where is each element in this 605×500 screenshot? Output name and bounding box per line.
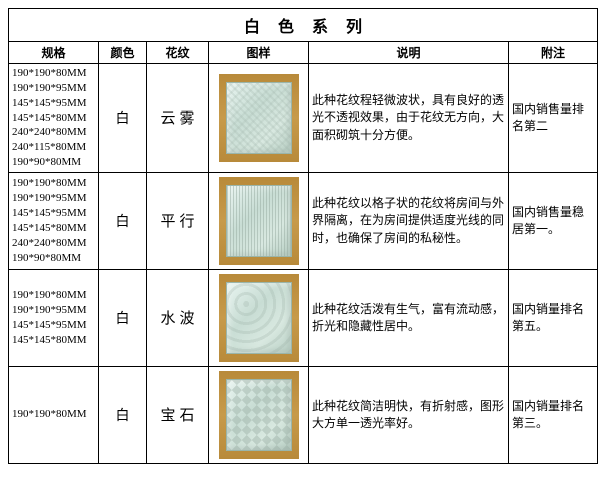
cell-image	[209, 172, 309, 269]
glass-block-icon	[219, 74, 299, 162]
header-pattern: 花纹	[147, 42, 209, 64]
cell-color: 白	[99, 269, 147, 366]
header-image: 图样	[209, 42, 309, 64]
title-row: 白色系列	[9, 9, 598, 42]
cell-image	[209, 64, 309, 173]
cell-spec: 190*190*80MM 190*190*95MM 145*145*95MM 1…	[9, 172, 99, 269]
table-row: 190*190*80MM 190*190*95MM 145*145*95MM 1…	[9, 64, 598, 173]
cell-pattern: 宝石	[147, 366, 209, 463]
glass-block-icon	[219, 274, 299, 362]
cell-color: 白	[99, 366, 147, 463]
table-row: 190*190*80MM 190*190*95MM 145*145*95MM 1…	[9, 172, 598, 269]
glass-pattern-icon	[226, 282, 292, 354]
table-row: 190*190*80MM 190*190*95MM 145*145*95MM 1…	[9, 269, 598, 366]
glass-pattern-icon	[226, 379, 292, 451]
header-spec: 规格	[9, 42, 99, 64]
cell-desc: 此种花纹以格子状的花纹将房间与外界隔离，在为房间提供适度光线的同时，也确保了房间…	[309, 172, 509, 269]
table-row: 190*190*80MM白宝石 此种花纹简洁明快，有折射感，图形大方单一透光率好。…	[9, 366, 598, 463]
cell-pattern: 云雾	[147, 64, 209, 173]
glass-block-icon	[219, 371, 299, 459]
cell-color: 白	[99, 172, 147, 269]
cell-spec: 190*190*80MM 190*190*95MM 145*145*95MM 1…	[9, 269, 99, 366]
cell-desc: 此种花纹活泼有生气，富有流动感，折光和隐藏性居中。	[309, 269, 509, 366]
table-title: 白色系列	[9, 9, 598, 42]
cell-pattern: 水波	[147, 269, 209, 366]
cell-spec: 190*190*80MM 190*190*95MM 145*145*95MM 1…	[9, 64, 99, 173]
header-row: 规格 颜色 花纹 图样 说明 附注	[9, 42, 598, 64]
product-table: 白色系列 规格 颜色 花纹 图样 说明 附注 190*190*80MM 190*…	[8, 8, 598, 464]
header-color: 颜色	[99, 42, 147, 64]
cell-desc: 此种花纹程轻微波状，具有良好的透光不透视效果，由于花纹无方向，大面积砌筑十分方便…	[309, 64, 509, 173]
cell-image	[209, 269, 309, 366]
cell-note: 国内销售量稳居第一。	[509, 172, 598, 269]
cell-pattern: 平行	[147, 172, 209, 269]
cell-color: 白	[99, 64, 147, 173]
cell-note: 国内销量排名第五。	[509, 269, 598, 366]
cell-note: 国内销量排名第三。	[509, 366, 598, 463]
cell-image	[209, 366, 309, 463]
header-note: 附注	[509, 42, 598, 64]
cell-note: 国内销售量排名第二	[509, 64, 598, 173]
header-desc: 说明	[309, 42, 509, 64]
glass-pattern-icon	[226, 82, 292, 154]
cell-desc: 此种花纹简洁明快，有折射感，图形大方单一透光率好。	[309, 366, 509, 463]
cell-spec: 190*190*80MM	[9, 366, 99, 463]
glass-pattern-icon	[226, 185, 292, 257]
glass-block-icon	[219, 177, 299, 265]
